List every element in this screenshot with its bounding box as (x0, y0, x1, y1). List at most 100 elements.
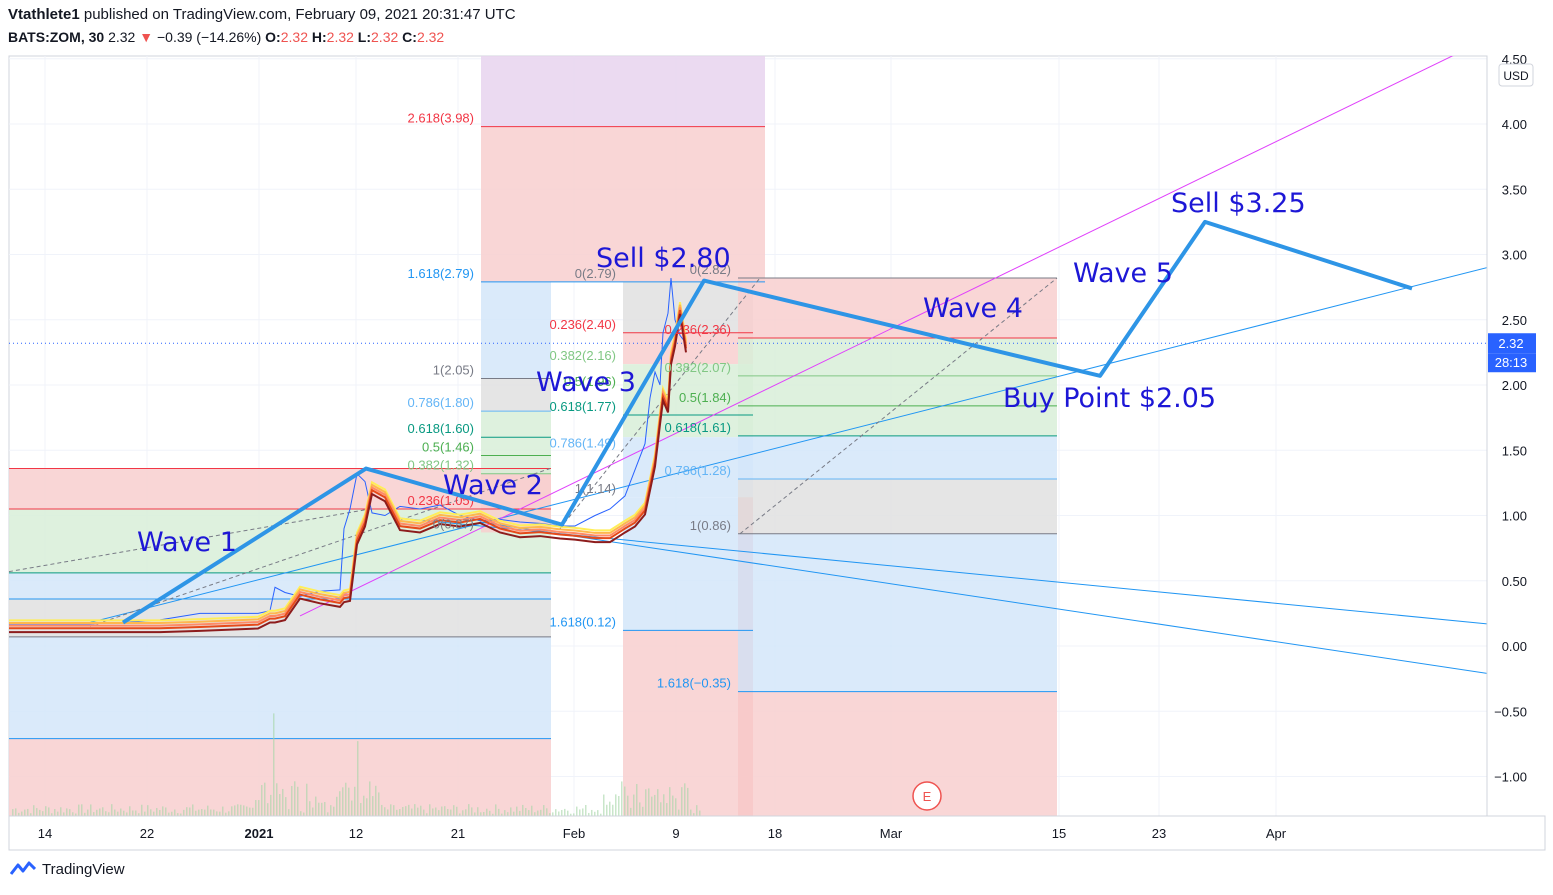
volume-bar (168, 812, 170, 816)
time-tick-label: 2021 (245, 826, 274, 841)
wave-annotation: Wave 1 (137, 527, 237, 558)
volume-bar (594, 811, 596, 816)
volume-bar (273, 713, 275, 816)
wave-annotation: Wave 4 (923, 293, 1023, 324)
fib-zone (9, 468, 551, 509)
volume-bar (648, 788, 650, 816)
volume-bar (690, 809, 692, 816)
open-label: O: (265, 29, 281, 45)
volume-bar (474, 812, 476, 816)
volume-bar (450, 809, 452, 816)
volume-bar (513, 811, 515, 816)
fib-label: 1.618(0.12) (550, 614, 617, 629)
wave-annotation: Wave 5 (1073, 258, 1173, 289)
volume-bar (588, 812, 590, 816)
volume-bar (603, 794, 605, 816)
volume-bar (492, 813, 494, 816)
price-line (9, 277, 687, 625)
countdown-label: 28:13 (1495, 355, 1528, 370)
volume-bar (564, 808, 566, 816)
wave-annotation: Wave 3 (536, 367, 636, 398)
elliott-wave[interactable] (121, 219, 1413, 625)
tradingview-logo-icon (10, 861, 36, 875)
volume-bar (636, 783, 638, 816)
volume-bar (438, 810, 440, 816)
volume-bar (207, 805, 209, 816)
volume-bar (249, 807, 251, 816)
volume-bar (435, 807, 437, 816)
volume-bar (528, 810, 530, 816)
volume-bar (231, 806, 233, 816)
volume-bar (546, 808, 548, 816)
price-axis[interactable]: 4.50 4.00 3.50 3.00 2.50 2.00 1.50 1.00 0.50 0.00… (1486, 52, 1536, 816)
fib-label: 0.786(1.49) (550, 436, 617, 451)
fib-zone (9, 572, 551, 600)
volume-bar (426, 813, 428, 816)
volume-bar (522, 804, 524, 816)
volume-bar (579, 809, 581, 816)
volume-bar (591, 809, 593, 816)
volume-bar (552, 812, 554, 816)
volume-bar (477, 807, 479, 816)
volume-bar (75, 813, 77, 816)
volume-bar (396, 809, 398, 816)
volume-bar (456, 806, 458, 816)
fib-label: 1.618(2.79) (408, 266, 475, 281)
volume-bar (33, 805, 35, 816)
volume-bar (234, 805, 236, 816)
volume-bar (582, 808, 584, 816)
volume-bar (387, 809, 389, 816)
volume-bar (39, 809, 41, 816)
wave-annotation: Sell $3.25 (1171, 188, 1306, 219)
volume-bar (18, 812, 20, 816)
fib-label: 0.786(1.80) (408, 395, 475, 410)
elliott-wave-path (121, 219, 1413, 625)
time-axis[interactable]: 14 22 2021 12 21 Feb 9 18 Mar 15 23 Apr (8, 815, 1546, 851)
volume-bar (654, 794, 656, 816)
volume-bar (525, 808, 527, 816)
volume-bar (354, 786, 356, 816)
earnings-marker[interactable]: E (912, 781, 942, 811)
volume-bar (264, 782, 266, 816)
volume-bars (12, 713, 701, 816)
volume-bar (153, 811, 155, 816)
volume-bar (201, 809, 203, 816)
volume-bar (315, 796, 317, 816)
open-value: 2.32 (280, 29, 308, 45)
brand-name: TradingView (42, 860, 125, 878)
dashed-line (739, 277, 1058, 535)
fib-zone (481, 126, 765, 282)
volume-bar (600, 813, 602, 816)
volume-bar (45, 806, 47, 816)
price-tick-label: 4.50 (1502, 52, 1527, 67)
publish-info: published on TradingView.com, February 0… (83, 6, 516, 23)
volume-bar (309, 801, 311, 816)
volume-bar (108, 812, 110, 816)
volume-bar (495, 804, 497, 816)
footer-brand[interactable]: TradingView (10, 860, 125, 878)
volume-bar (15, 808, 17, 816)
volume-bar (288, 809, 290, 816)
fib-label: 0.236(2.36) (665, 322, 732, 337)
fib-zone (481, 411, 551, 474)
time-tick-label: 23 (1152, 826, 1166, 841)
close-value: 2.32 (416, 29, 445, 45)
volume-bar (696, 805, 698, 816)
fib-label: 0.5(1.84) (679, 390, 731, 405)
volume-bar (330, 805, 332, 816)
fib-zone (623, 364, 753, 438)
volume-bar (570, 813, 572, 816)
volume-bar (120, 808, 122, 816)
volume-bar (150, 809, 152, 816)
author-name[interactable]: Vtathlete1 (8, 6, 80, 23)
volume-bar (30, 813, 32, 816)
volume-bar (72, 812, 74, 816)
volume-bar (258, 800, 260, 816)
trend-line (89, 267, 1487, 623)
fib-label: 0.618(1.61) (665, 420, 732, 435)
volume-bar (660, 802, 662, 816)
time-tick-label: 18 (768, 826, 782, 841)
fib-zone (623, 332, 753, 365)
wave-annotation: Buy Point $2.05 (1003, 383, 1216, 414)
